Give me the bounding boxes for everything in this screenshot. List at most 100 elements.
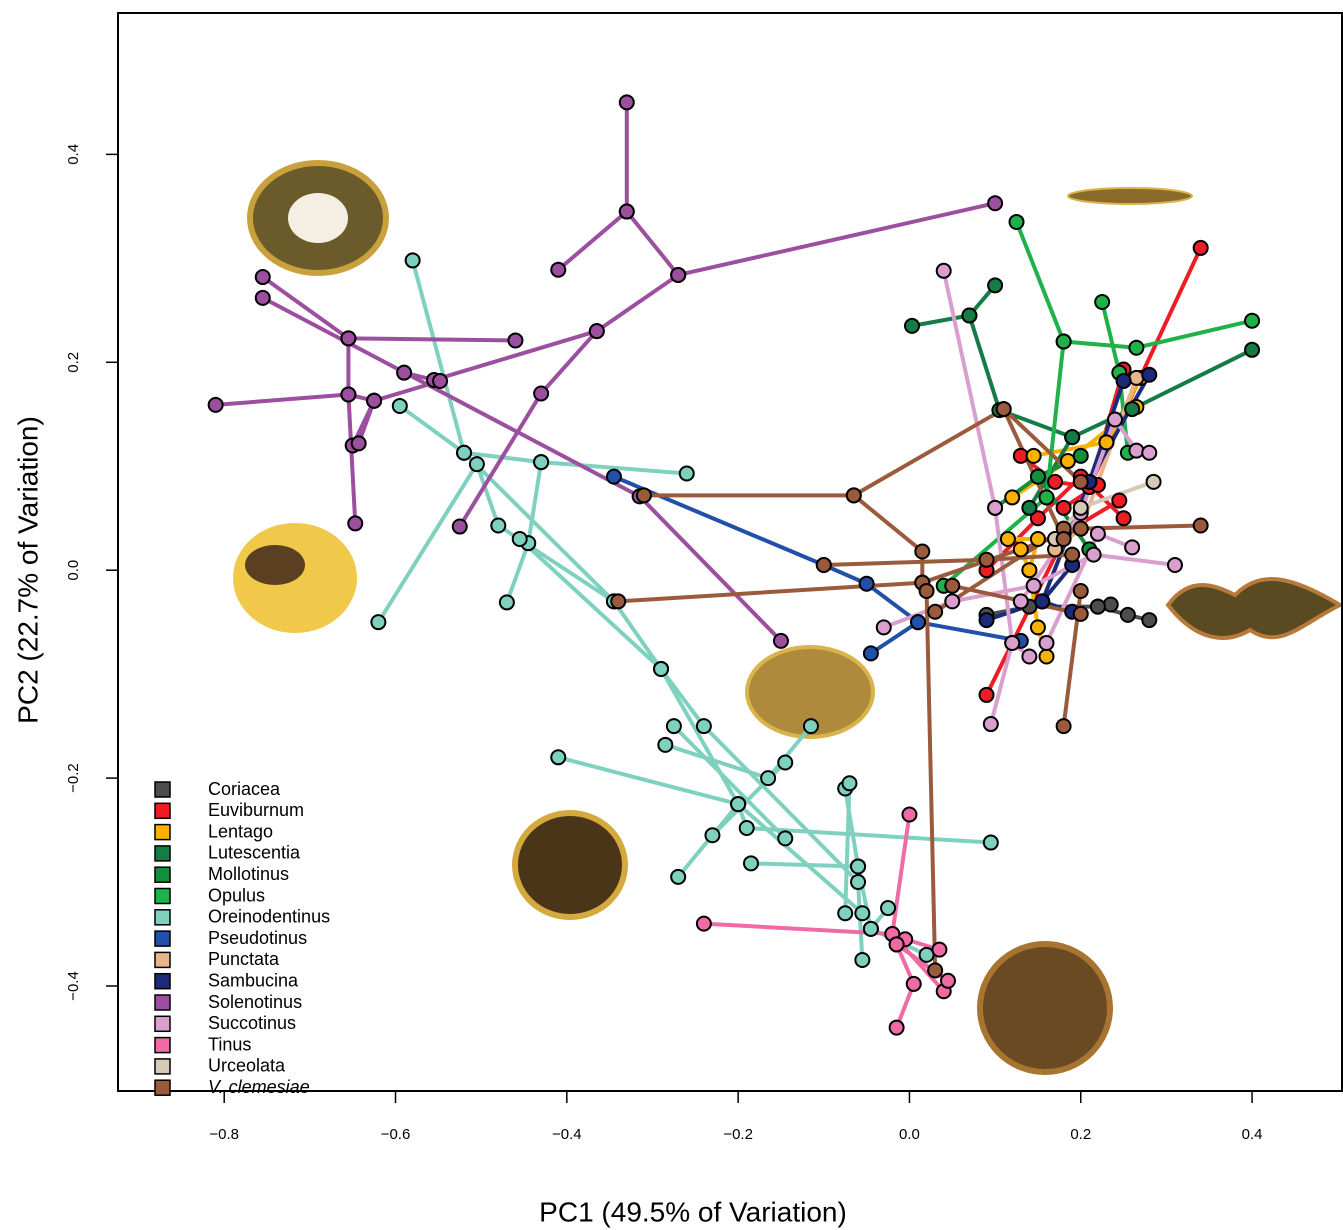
point — [456, 444, 473, 461]
point — [653, 660, 670, 677]
point — [815, 556, 832, 573]
point — [862, 645, 879, 662]
point — [498, 594, 515, 611]
plot-frame — [117, 12, 1343, 1092]
point — [1047, 473, 1064, 490]
point — [1072, 473, 1089, 490]
branch-line — [458, 273, 680, 528]
point — [1004, 634, 1021, 651]
point — [1128, 369, 1145, 386]
point — [1055, 531, 1072, 548]
point — [927, 603, 944, 620]
legend-label: Punctata — [208, 949, 280, 969]
seed-image — [245, 545, 305, 585]
point — [1012, 541, 1029, 558]
x-tick-label: −0.8 — [209, 1126, 239, 1143]
y-tick-label: 0.4 — [65, 144, 82, 165]
point — [1141, 444, 1158, 461]
seed-images — [233, 160, 1343, 1075]
point — [704, 827, 721, 844]
x-axis-title: PC1 (49.5% of Variation) — [539, 1196, 847, 1227]
x-tick-label: −0.2 — [723, 1126, 753, 1143]
legend-label: Euviburnum — [208, 800, 304, 820]
y-tick-label: −0.2 — [65, 763, 82, 793]
legend-label: Solenotinus — [208, 992, 302, 1012]
point — [901, 806, 918, 823]
branch-line — [1033, 440, 1107, 458]
point — [370, 614, 387, 631]
branch-line — [261, 275, 516, 343]
point — [760, 770, 777, 787]
point — [1055, 333, 1072, 350]
point — [904, 317, 921, 334]
point — [1141, 366, 1158, 383]
point — [451, 518, 468, 535]
point — [802, 718, 819, 735]
branch-line — [823, 552, 1073, 567]
point — [340, 330, 357, 347]
legend-label: Tinus — [208, 1034, 251, 1054]
legend-label: Urceolata — [208, 1056, 286, 1076]
branch-line — [1087, 380, 1126, 483]
y-tick-label: 0.0 — [65, 560, 82, 581]
branch-line — [890, 814, 912, 935]
legend-swatch — [154, 823, 171, 841]
point — [670, 266, 687, 283]
point — [670, 868, 687, 885]
point — [1055, 499, 1072, 516]
legend-label: Pseudotinus — [208, 928, 307, 948]
point — [1085, 546, 1102, 563]
point — [1089, 598, 1106, 615]
point — [1115, 372, 1132, 389]
legend-swatch — [154, 781, 171, 798]
point — [987, 195, 1004, 212]
point — [914, 543, 931, 560]
point — [845, 487, 862, 504]
point — [944, 593, 961, 610]
point — [850, 874, 867, 891]
point — [350, 435, 367, 452]
points — [207, 94, 1261, 1036]
seed-image — [1067, 187, 1193, 205]
point — [610, 593, 627, 610]
point — [366, 392, 383, 409]
y-tick-label: 0.2 — [65, 352, 82, 373]
point — [340, 386, 357, 403]
legend-swatch — [154, 1015, 171, 1033]
point — [961, 307, 978, 324]
point — [695, 718, 712, 735]
point — [391, 397, 408, 414]
point — [1145, 473, 1162, 490]
seed-image — [512, 810, 628, 920]
point — [910, 614, 927, 631]
point — [1119, 606, 1136, 623]
point — [1021, 499, 1038, 516]
legend-label: Coriacea — [208, 779, 281, 799]
x-tick-label: 0.4 — [1242, 1126, 1263, 1143]
legend-label: Lentago — [208, 821, 273, 841]
branch-line — [618, 523, 1201, 604]
legend-swatch — [154, 1036, 171, 1054]
point — [1192, 517, 1209, 534]
point — [982, 716, 999, 733]
legend-label: Mollotinus — [208, 864, 289, 884]
point — [1244, 312, 1261, 329]
point — [982, 834, 999, 851]
branch-line — [376, 462, 616, 624]
branch-line — [557, 755, 991, 845]
point — [927, 962, 944, 979]
legend-label: Opulus — [208, 885, 265, 905]
legend-label: Lutescentia — [208, 843, 301, 863]
point — [777, 830, 794, 847]
point — [772, 632, 789, 649]
legend-swatch — [154, 866, 171, 883]
point — [931, 941, 948, 958]
legend-swatch — [154, 887, 171, 905]
point — [657, 736, 674, 753]
point — [1029, 619, 1046, 636]
point — [1038, 489, 1055, 506]
branch-line — [346, 338, 358, 524]
point — [550, 261, 567, 278]
branch-line — [556, 210, 629, 272]
point — [1029, 468, 1046, 485]
